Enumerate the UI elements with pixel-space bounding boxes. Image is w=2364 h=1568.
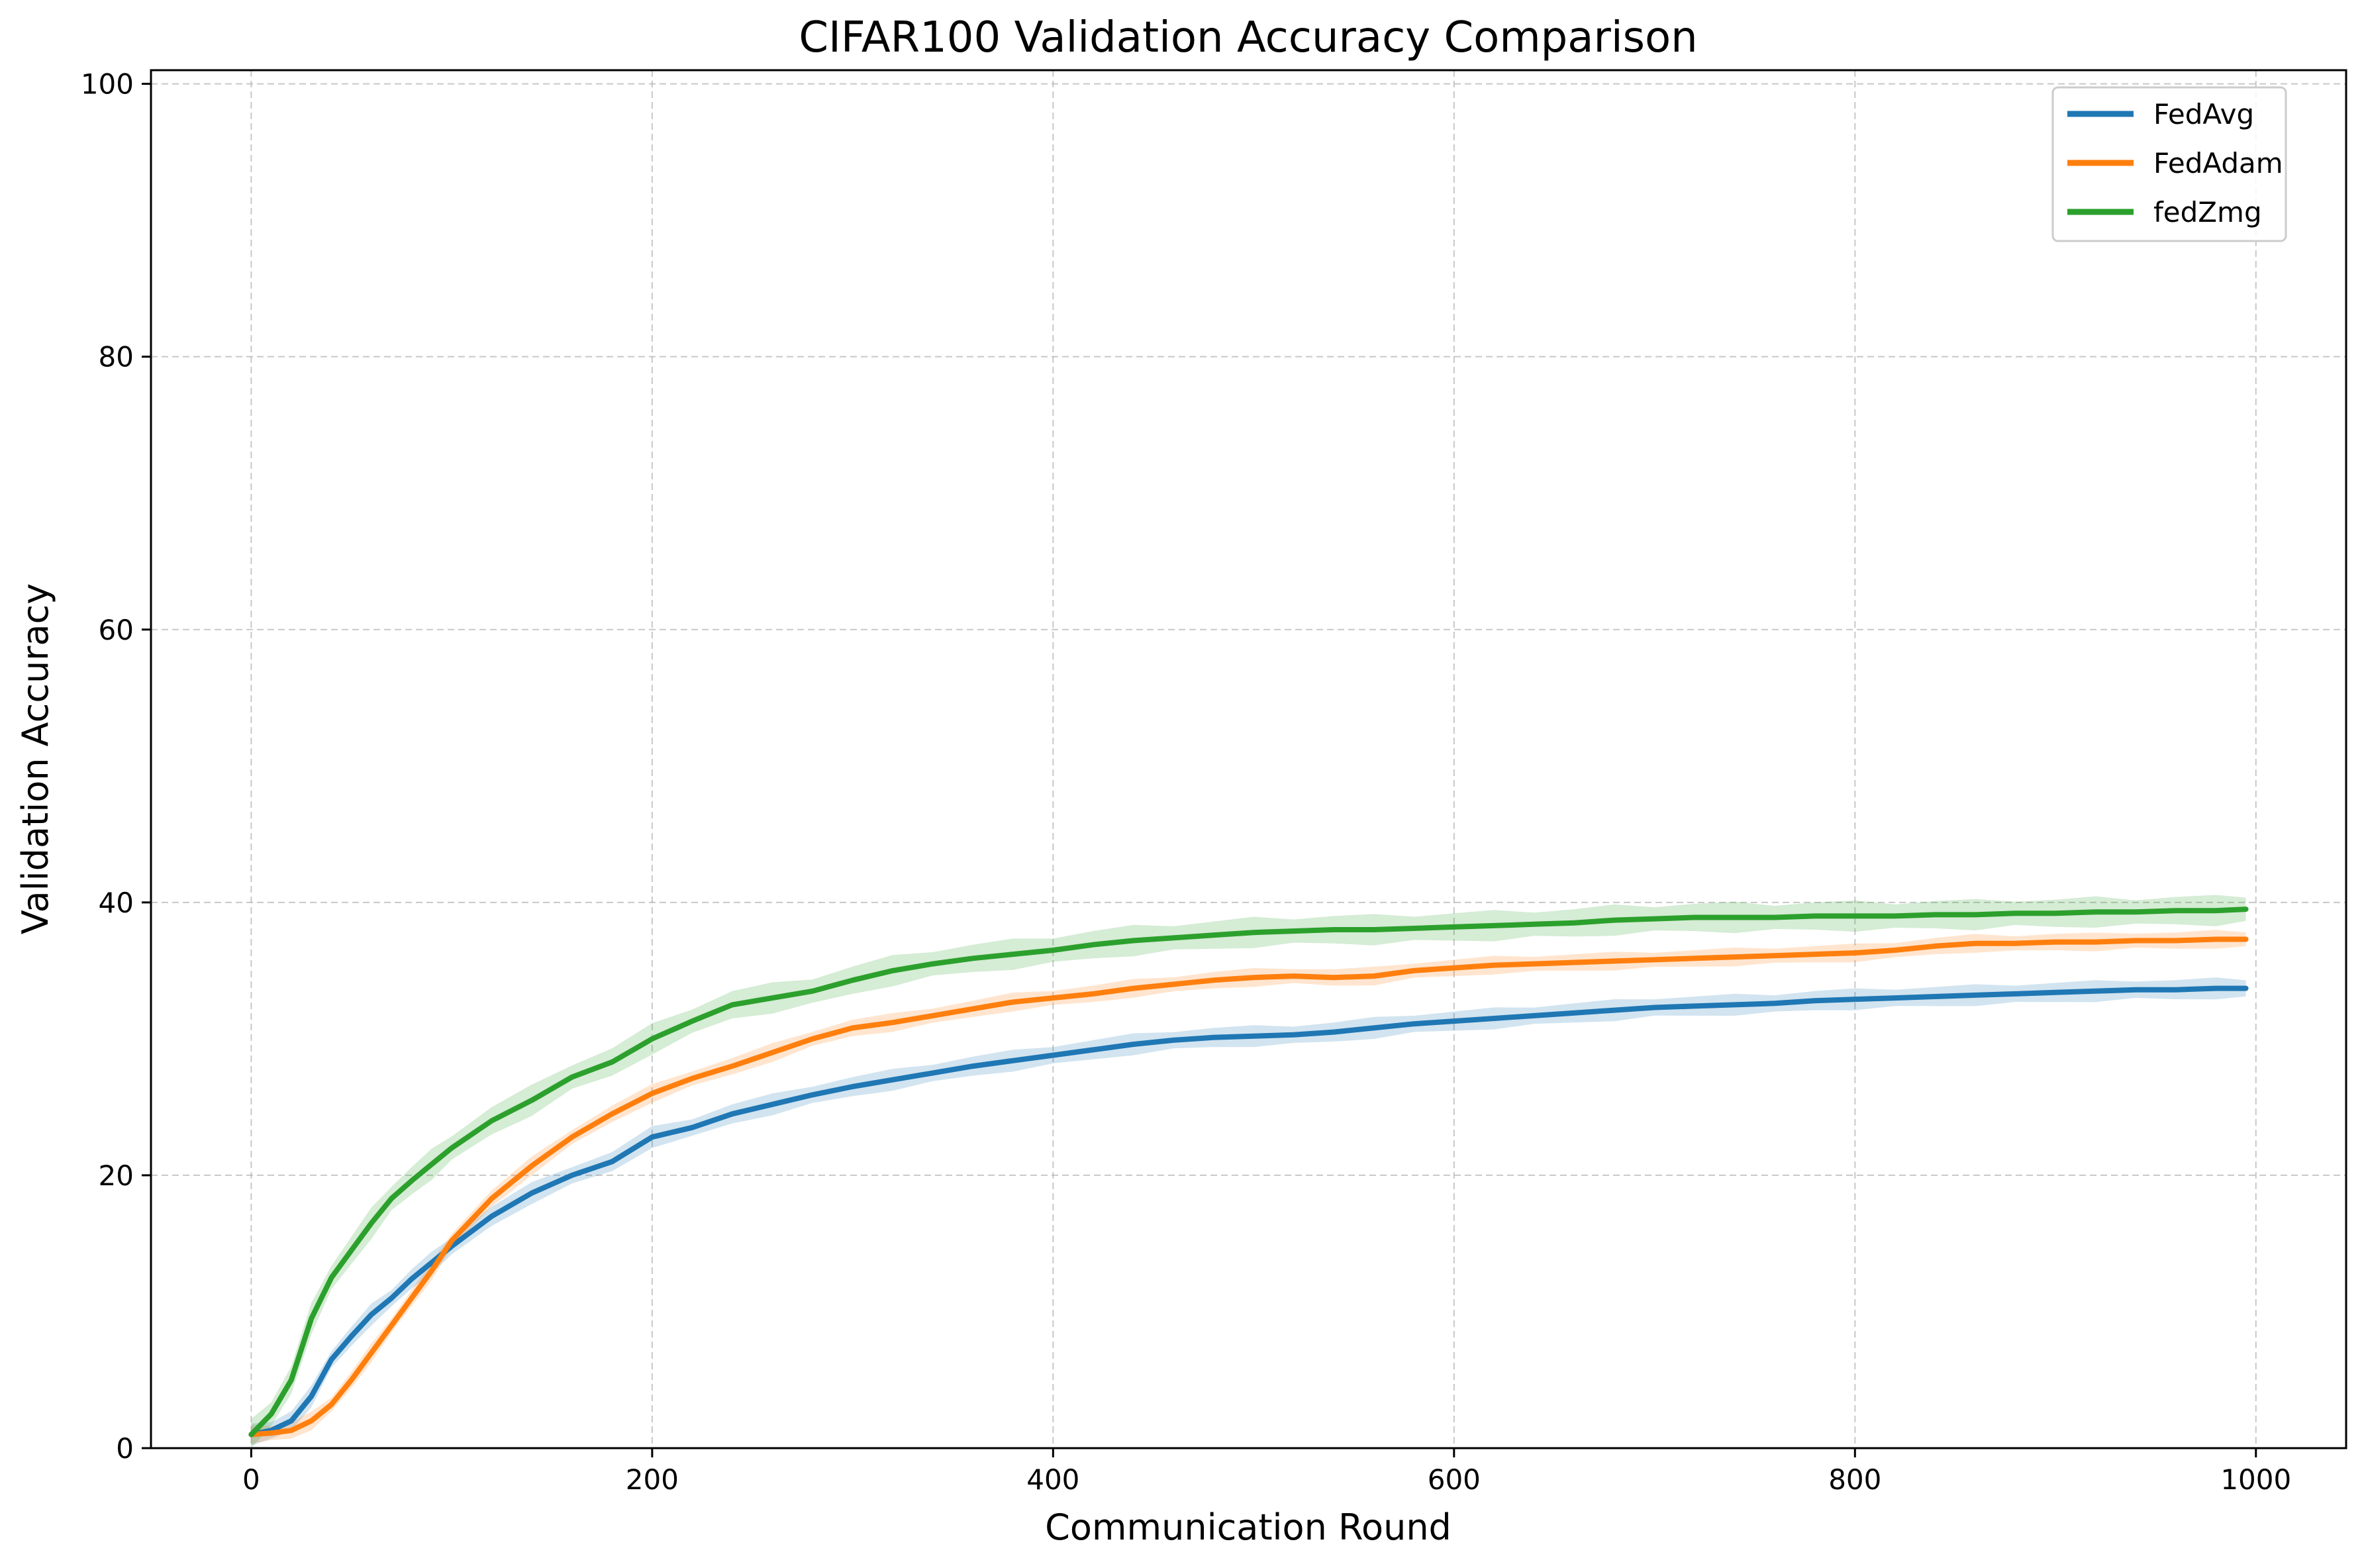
grid xyxy=(151,70,2346,1449)
legend: FedAvg FedAdam fedZmg xyxy=(2051,86,2287,242)
x-axis-title: Communication Round xyxy=(1045,1506,1452,1548)
band-fedavg xyxy=(251,977,2246,1446)
y-tick-label: 20 xyxy=(99,1159,134,1192)
x-axis-ticks: 0 200 400 600 800 1000 xyxy=(242,1448,2291,1496)
legend-label-fedadam: FedAdam xyxy=(2153,147,2283,179)
y-tick-label: 80 xyxy=(99,341,134,373)
y-axis-ticks: 0 20 40 60 80 100 xyxy=(81,68,151,1465)
legend-frame xyxy=(2051,86,2287,242)
x-tick-label: 600 xyxy=(1428,1463,1481,1496)
x-tick-label: 200 xyxy=(626,1463,679,1496)
series-line-fedavg xyxy=(248,985,2249,1438)
chart-title: CIFAR100 Validation Accuracy Comparison xyxy=(799,13,1697,62)
plot-frame xyxy=(150,69,2347,1449)
series-line-fedzmg xyxy=(248,906,2249,1438)
x-tick-label: 400 xyxy=(1026,1463,1079,1496)
y-tick-label: 100 xyxy=(81,68,134,101)
x-tick-label: 1000 xyxy=(2220,1463,2291,1496)
x-tick-label: 0 xyxy=(242,1463,260,1496)
legend-label-fedzmg: fedZmg xyxy=(2153,196,2262,228)
series-lines xyxy=(248,906,2249,1438)
x-tick-label: 800 xyxy=(1828,1463,1881,1496)
y-tick-label: 0 xyxy=(116,1432,134,1465)
y-tick-label: 60 xyxy=(99,614,134,646)
y-axis-title: Validation Accuracy xyxy=(15,583,56,934)
legend-label-fedavg: FedAvg xyxy=(2153,98,2254,130)
y-tick-label: 40 xyxy=(99,887,134,919)
series-line-fedadam xyxy=(248,936,2249,1438)
